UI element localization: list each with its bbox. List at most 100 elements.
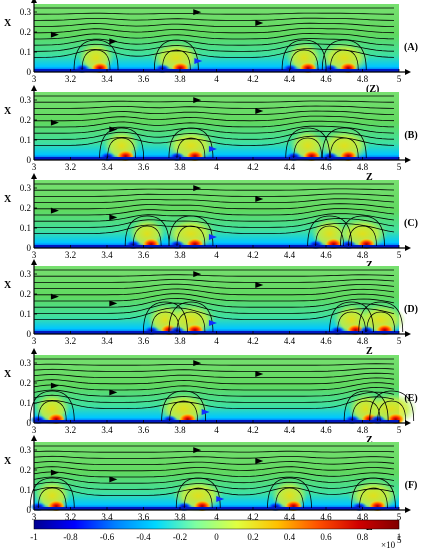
recirculation-streamline [329, 137, 359, 159]
colorbar-scale [33, 519, 400, 530]
recirculation-streamline [351, 477, 396, 509]
z-axis-label: Z [366, 346, 373, 357]
colorbar-multiplier: ×10 [381, 540, 396, 550]
streamline [34, 125, 395, 134]
streamline [33, 391, 395, 403]
recirculation-streamline [315, 225, 344, 247]
z-axis-label: Z [366, 260, 373, 271]
colorbar-tick-label: -0.2 [173, 532, 187, 542]
streamline [34, 32, 395, 40]
z-tick-label: 4.2 [247, 250, 258, 260]
x-tick-label: 0.2 [20, 27, 31, 37]
z-tick-label: 3.4 [101, 336, 113, 346]
x-axis-arrow-icon [31, 85, 37, 91]
colorbar-tick-label: -0.6 [100, 532, 115, 542]
flow-arrow-icon [193, 97, 202, 104]
streamline [34, 120, 395, 128]
recirculation-streamline [37, 487, 67, 509]
z-axis-label: (Z) [366, 84, 379, 95]
z-tick-label: 4.8 [357, 162, 369, 172]
streamline [33, 382, 395, 391]
z-tick-label: 4 [214, 74, 219, 84]
z-tick-label: 4.4 [284, 250, 296, 260]
panel-label: (C) [404, 218, 418, 229]
x-axis-arrow-icon [31, 348, 37, 354]
z-tick-label: 4.2 [247, 512, 258, 522]
colorbar-tick-label: 0 [214, 532, 219, 542]
recirculation-streamline [289, 49, 319, 71]
flow-arrow-icon [255, 20, 264, 27]
flow-arrow-icon [50, 293, 59, 300]
z-tick-label: 4.8 [357, 74, 369, 84]
flow-arrow-icon [208, 320, 217, 326]
flow-arrow-icon [109, 476, 118, 483]
streamline [33, 450, 395, 453]
z-tick-label: 4 [214, 336, 219, 346]
z-tick-label: 3.8 [174, 162, 186, 172]
x-tick-label: 0.3 [20, 95, 32, 105]
colorbar-exponent: 5 [397, 535, 402, 545]
x-axis-label: X [4, 106, 12, 117]
recirculation-streamline [132, 225, 162, 247]
z-tick-label: 3.6 [138, 74, 150, 84]
streamline [34, 135, 395, 146]
flow-arrow-icon [194, 58, 203, 64]
x-tick-label: 0 [27, 67, 32, 77]
x-axis-label: X [4, 18, 12, 29]
recirculation-streamline [168, 215, 214, 247]
z-tick-label: 4.2 [247, 425, 258, 435]
z-axis-arrow-icon [405, 69, 411, 75]
flow-arrow-icon [216, 496, 225, 502]
recirculation-streamline [29, 390, 75, 422]
flow-arrow-icon [255, 196, 264, 203]
flow-arrow-icon [193, 271, 202, 278]
z-tick-label: 4.4 [284, 512, 296, 522]
streamline [34, 293, 395, 302]
recirculation-streamline [176, 137, 206, 159]
x-tick-label: 0.1 [20, 223, 31, 233]
x-axis-arrow-icon [31, 435, 37, 441]
recirculation-streamline [161, 390, 207, 422]
flow-arrow-icon [208, 234, 217, 240]
z-tick-label: 3.2 [65, 250, 76, 260]
recirculation-streamline [183, 487, 213, 509]
recirculation-streamline [321, 39, 367, 71]
streamline [33, 471, 395, 478]
recirculation-streamline [307, 215, 353, 247]
flow-arrow-icon [201, 409, 210, 415]
z-tick-label: 3.4 [101, 512, 113, 522]
recirculation-streamline [358, 301, 404, 333]
streamline [33, 368, 395, 372]
panel: 0 0.1 0.2 0.3 3 3.2 3.4 3.6 3.8 4 4.2 4.4 4.6 4.8 5 X Z (… [4, 259, 418, 357]
recirculation-streamline [124, 215, 170, 247]
z-tick-label: 5 [397, 250, 402, 260]
x-tick-label: 0.1 [20, 398, 31, 408]
z-tick-label: 4 [214, 162, 219, 172]
streamline [34, 17, 395, 21]
streamline [33, 363, 395, 366]
flow-arrow-icon [109, 214, 118, 221]
x-axis-label: X [4, 456, 12, 467]
flow-arrow-icon [255, 371, 264, 378]
x-axis-label: X [4, 280, 12, 291]
x-tick-label: 0.3 [20, 183, 32, 193]
streamline [33, 386, 395, 397]
flow-arrow-icon [50, 119, 59, 126]
z-tick-label: 3.2 [65, 336, 76, 346]
recirculation-streamline [73, 39, 119, 71]
z-tick-label: 3.8 [174, 512, 186, 522]
recirculation-streamline [348, 225, 377, 247]
streamline [34, 213, 395, 222]
z-tick-label: 5 [397, 425, 402, 435]
z-tick-label: 5 [397, 336, 402, 346]
x-tick-label: 0.3 [20, 269, 32, 279]
streamline [34, 105, 395, 109]
recirculation-streamline [162, 49, 191, 71]
streamline [34, 130, 395, 140]
streamline [33, 38, 395, 46]
flow-arrow-icon [50, 207, 59, 214]
recirculation-streamline [343, 390, 389, 422]
streamlines [34, 183, 395, 247]
streamline [33, 396, 395, 409]
x-tick-label: 0 [27, 505, 32, 515]
